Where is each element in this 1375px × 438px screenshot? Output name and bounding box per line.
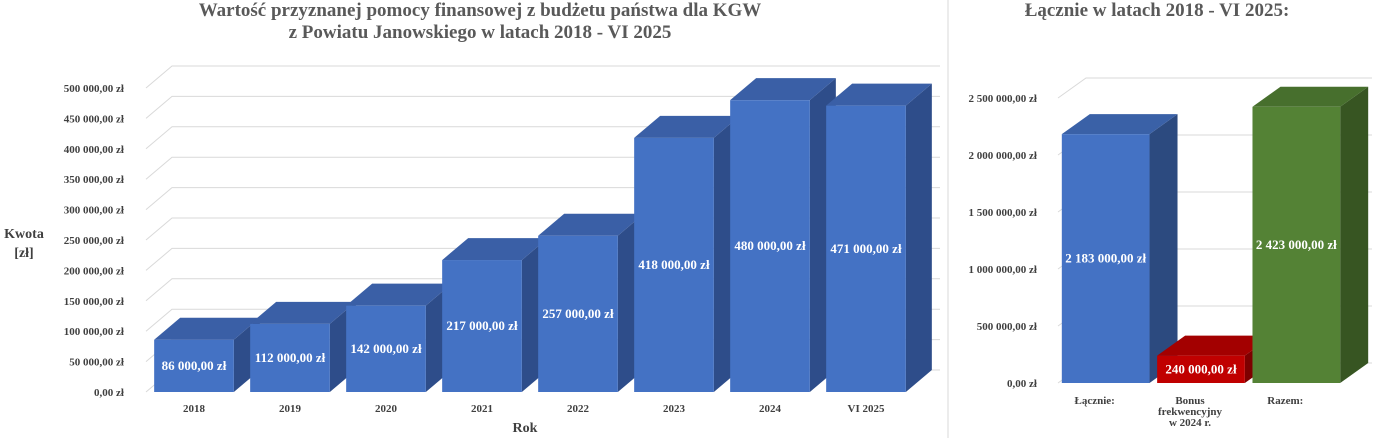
data-label: 217 000,00 zł — [446, 318, 518, 333]
bar-top — [634, 115, 740, 138]
bar — [442, 238, 548, 392]
bar-front — [634, 137, 714, 392]
y-tick-label: 500 000,00 zł — [64, 83, 124, 95]
bar-side — [905, 83, 932, 392]
gridline — [145, 65, 940, 89]
x-tick-label: Łącznie: — [1075, 395, 1115, 407]
x-tick-label: VI 2025 — [848, 403, 885, 415]
y-tick-label: 2 500 000,00 zł — [969, 93, 1037, 105]
x-tick-label: Bonus frekwencyjny w 2024 r. — [1158, 395, 1222, 429]
bar-side — [1149, 114, 1178, 383]
data-label: 471 000,00 zł — [830, 241, 902, 256]
data-label: 257 000,00 zł — [542, 306, 614, 321]
yearly-aid-chart: Wartość przyznanej pomocy finansowej z b… — [4, 0, 940, 436]
y-tick-label: 500 000,00 zł — [977, 321, 1037, 333]
bar-front — [154, 339, 234, 392]
x-tick-label: 2018 — [183, 403, 206, 415]
y-axis-title: Kwota [zł] — [4, 227, 44, 261]
y-tick-label: 1 500 000,00 zł — [969, 207, 1037, 219]
y-tick-label: 100 000,00 zł — [64, 326, 124, 338]
bar — [538, 213, 644, 392]
chart-title: Łącznie w latach 2018 - VI 2025: — [1025, 0, 1290, 21]
bar-top — [154, 317, 260, 340]
bar-front — [442, 260, 522, 392]
data-label: 240 000,00 zł — [1165, 361, 1237, 376]
gridline — [145, 95, 940, 119]
bar-front — [1157, 355, 1245, 383]
bar-front — [346, 305, 426, 392]
y-tick-label: 300 000,00 zł — [64, 205, 124, 217]
bar-front — [250, 323, 330, 392]
data-label: 418 000,00 zł — [638, 257, 710, 272]
data-label: 480 000,00 zł — [734, 238, 806, 253]
data-label: 86 000,00 zł — [162, 358, 227, 373]
y-tick-label: 0,00 zł — [1007, 378, 1037, 390]
chart-title: Wartość przyznanej pomocy finansowej z b… — [199, 0, 762, 43]
total-aid-chart: Łącznie w latach 2018 - VI 2025: 0,00 zł 5… — [969, 0, 1372, 429]
bar-top — [346, 283, 452, 306]
bar-top — [826, 83, 932, 106]
bar — [634, 115, 740, 392]
x-tick-label: 2021 — [471, 403, 493, 415]
bar — [154, 317, 260, 392]
y-tick-label: 350 000,00 zł — [64, 174, 124, 186]
bar — [250, 301, 356, 392]
y-tick-label: 250 000,00 zł — [64, 235, 124, 247]
y-tick-label: 50 000,00 zł — [69, 357, 124, 369]
bar-top — [250, 301, 356, 324]
y-tick-label: 400 000,00 zł — [64, 144, 124, 156]
bar — [1252, 86, 1369, 383]
bar-top — [1157, 335, 1273, 356]
bar-front — [1061, 134, 1150, 383]
y-tick-label: 200 000,00 zł — [64, 265, 124, 277]
x-tick-label: 2023 — [663, 403, 686, 415]
bar-top — [538, 213, 644, 236]
bar — [826, 83, 932, 392]
data-label: 2 183 000,00 zł — [1065, 251, 1146, 266]
bar-top — [442, 238, 548, 261]
y-tick-label: 150 000,00 zł — [64, 296, 124, 308]
bar — [1061, 114, 1178, 383]
y-tick-label: 2 000 000,00 zł — [969, 150, 1037, 162]
bar-front — [730, 100, 810, 392]
bar-side — [1340, 86, 1369, 383]
bar-top — [1252, 86, 1369, 107]
x-tick-label: 2024 — [759, 403, 782, 415]
y-tick-label: 450 000,00 zł — [64, 113, 124, 125]
bar-top — [1061, 114, 1178, 135]
x-tick-label: 2019 — [279, 403, 302, 415]
data-label: 142 000,00 zł — [350, 341, 422, 356]
bar-front — [1252, 106, 1341, 383]
bar-front — [538, 235, 618, 392]
x-axis-title: Rok — [513, 421, 538, 436]
data-label: 2 423 000,00 zł — [1256, 237, 1337, 252]
bar-top — [730, 78, 836, 101]
x-tick-label: Razem: — [1267, 395, 1303, 407]
bar-front — [826, 105, 906, 392]
y-tick-label: 1 000 000,00 zł — [969, 264, 1037, 276]
gridline — [1057, 77, 1372, 99]
bar — [730, 78, 836, 392]
data-label: 112 000,00 zł — [255, 350, 326, 365]
y-tick-label: 0,00 zł — [94, 387, 124, 399]
bar — [346, 283, 452, 392]
x-tick-label: 2022 — [567, 403, 590, 415]
x-tick-label: 2020 — [375, 403, 398, 415]
